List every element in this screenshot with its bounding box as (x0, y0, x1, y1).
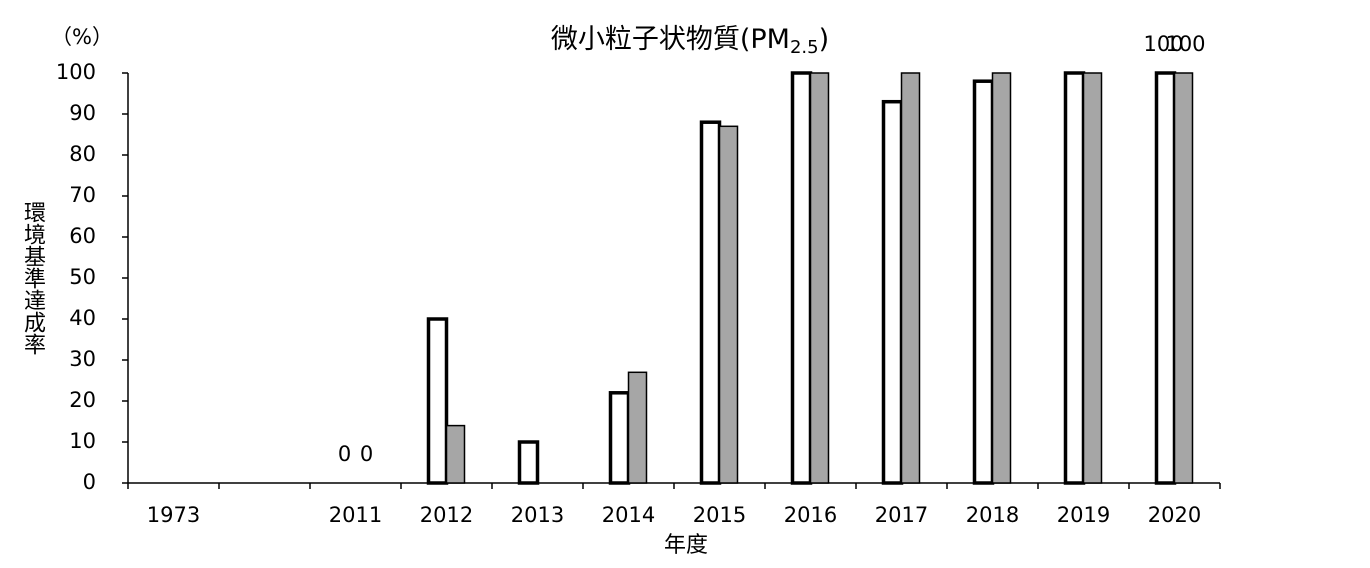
x-tick-label: 2011 (329, 503, 382, 527)
x-tick-label: 2017 (875, 503, 928, 527)
x-tick-label: 2013 (511, 503, 564, 527)
x-tick-label: 1973 (147, 503, 200, 527)
x-tick-label: 2014 (602, 503, 655, 527)
title-end: ) (819, 24, 830, 55)
y-tick-label: 10 (69, 429, 96, 453)
data-label: 100 (1143, 32, 1183, 56)
y-tick-label: 80 (69, 142, 96, 166)
bar (972, 79, 995, 485)
data-label: 0 (360, 442, 373, 466)
y-unit: （%） (51, 25, 113, 49)
y-tick-label: 20 (69, 388, 96, 412)
y-tick-label: 30 (69, 347, 96, 371)
y-tick-label: 100 (56, 60, 96, 84)
bar (900, 72, 921, 484)
bar (1154, 71, 1177, 485)
x-tick-label: 2018 (966, 503, 1019, 527)
bar (608, 391, 631, 485)
x-tick-label: 2016 (784, 503, 837, 527)
bar (1082, 72, 1103, 484)
title-main: 微小粒子状物質(PM (551, 24, 790, 55)
bar (517, 440, 540, 485)
bar (881, 99, 904, 485)
y-tick-label: 90 (69, 101, 96, 125)
bar (445, 424, 466, 484)
bar (1063, 71, 1086, 485)
bar (991, 72, 1012, 484)
bar (699, 120, 722, 485)
bar (426, 317, 449, 485)
data-label: 100 (1165, 32, 1205, 56)
y-tick-label: 60 (69, 224, 96, 248)
y-tick-label: 0 (83, 470, 96, 494)
bar (809, 72, 830, 484)
chart-title: 微小粒子状物質(PM2.5) (551, 24, 829, 59)
bar (1173, 72, 1194, 484)
data-label: 0 (338, 442, 351, 466)
y-tick-label: 70 (69, 183, 96, 207)
x-tick-label: 2019 (1057, 503, 1110, 527)
title-subscript: 2.5 (790, 37, 819, 58)
x-tick-label: 2020 (1148, 503, 1201, 527)
bar (790, 71, 813, 485)
y-axis-label: 環境基準達成率 (20, 201, 46, 355)
y-tick-label: 40 (69, 306, 96, 330)
bar (718, 125, 739, 484)
x-tick-label: 2015 (693, 503, 746, 527)
x-axis-label: 年度 (664, 533, 708, 558)
y-tick-label: 50 (69, 265, 96, 289)
x-tick-label: 2012 (420, 503, 473, 527)
bar (627, 371, 648, 484)
